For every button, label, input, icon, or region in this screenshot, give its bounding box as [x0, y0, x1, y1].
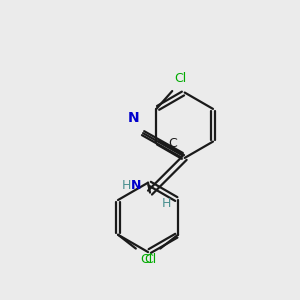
Text: Cl: Cl: [140, 253, 152, 266]
Text: H: H: [162, 196, 171, 210]
Text: Cl: Cl: [174, 72, 186, 85]
Text: H: H: [122, 179, 131, 192]
Text: N: N: [131, 179, 141, 192]
Text: Cl: Cl: [144, 253, 156, 266]
Text: C: C: [168, 137, 177, 150]
Text: N: N: [127, 111, 139, 125]
